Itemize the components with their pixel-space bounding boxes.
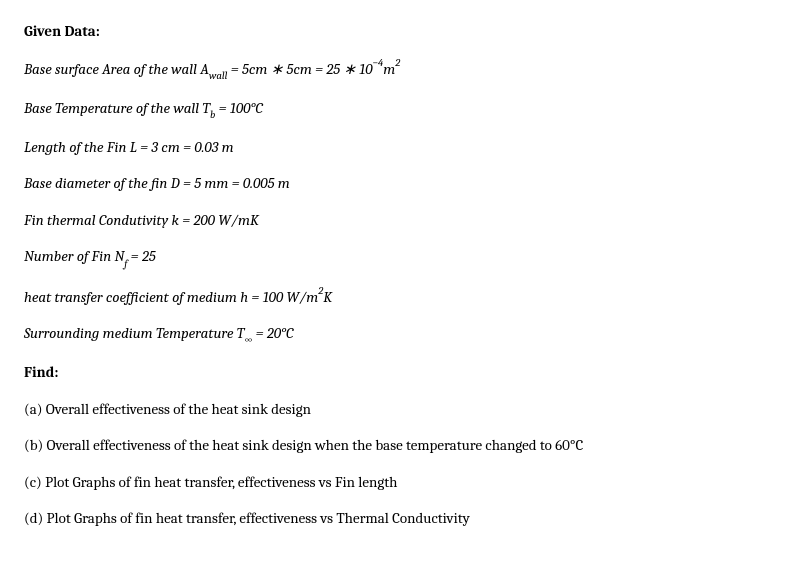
subscript: b <box>210 108 215 121</box>
text: K <box>323 288 332 306</box>
subscript: wall <box>209 69 228 82</box>
superscript: −4 <box>373 56 384 69</box>
text: m <box>383 60 395 78</box>
text: = 5cm ∗ 5cm = 25 ∗ 10 <box>227 60 372 78</box>
line-fin-diameter: Base diameter of the fin D = 5 mm = 0.00… <box>24 172 767 195</box>
text: = 25 <box>127 247 155 265</box>
line-conductivity: Fin thermal Condutivity k = 200 W/mK <box>24 209 767 232</box>
find-d: (d) Plot Graphs of fin heat transfer, ef… <box>24 507 767 530</box>
text: Surrounding medium Temperature T <box>24 324 244 342</box>
line-t-inf: Surrounding medium Temperature T∞ = 20°C <box>24 322 767 347</box>
text: Number of Fin N <box>24 247 124 265</box>
given-data-heading: Given Data: <box>24 20 767 43</box>
subscript: f <box>124 257 127 270</box>
find-b: (b) Overall effectiveness of the heat si… <box>24 434 767 457</box>
find-c: (c) Plot Graphs of fin heat transfer, ef… <box>24 471 767 494</box>
text: = 20°C <box>252 324 293 342</box>
line-wall-area: Base surface Area of the wall Awall = 5c… <box>24 57 767 83</box>
text: heat transfer coefficient of medium h = … <box>24 288 318 306</box>
line-htc: heat transfer coefficient of medium h = … <box>24 285 767 309</box>
superscript: 2 <box>395 56 400 69</box>
line-base-temp: Base Temperature of the wall Tb = 100°C <box>24 97 767 122</box>
find-heading: Find: <box>24 361 767 384</box>
line-fin-length: Length of the Fin L = 3 cm = 0.03 m <box>24 136 767 159</box>
line-fin-count: Number of Fin Nf = 25 <box>24 245 767 270</box>
subscript: ∞ <box>244 333 252 346</box>
text: Base surface Area of the wall A <box>24 60 209 78</box>
text: = 100°C <box>215 99 262 117</box>
superscript: 2 <box>318 284 323 297</box>
find-a: (a) Overall effectiveness of the heat si… <box>24 398 767 421</box>
text: Base Temperature of the wall T <box>24 99 210 117</box>
